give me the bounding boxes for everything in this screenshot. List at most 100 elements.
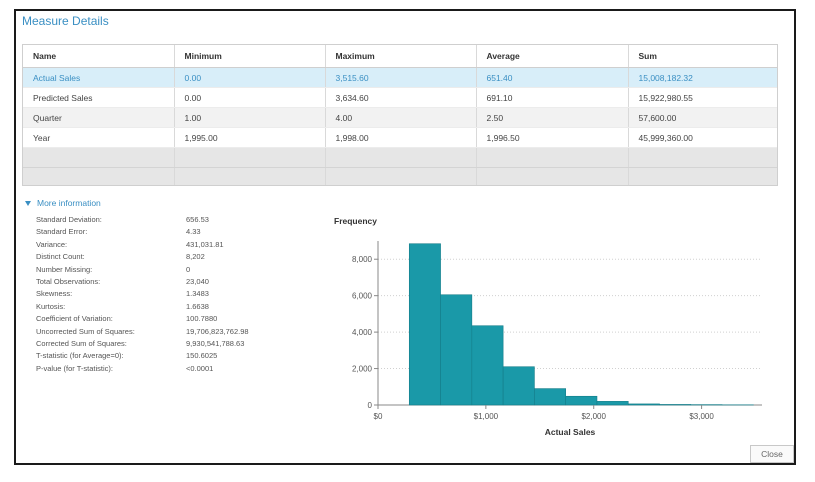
stat-value: 150.6025 — [186, 351, 218, 361]
stat-value: <0.0001 — [186, 363, 214, 373]
histogram-bar — [502, 366, 535, 406]
column-header-minimum[interactable]: Minimum — [174, 45, 326, 68]
stat-value: 23,040 — [186, 276, 209, 286]
histogram-chart: 0 2,000 4,000 6,000 8,000 $0 $1,000 $2,000 $3,00… — [352, 241, 762, 437]
stat-label: Standard Error: — [36, 227, 88, 237]
cell-average: 2.50 — [476, 107, 629, 128]
stat-row: Standard Error: 4.33 — [36, 226, 276, 238]
empty-row — [23, 147, 777, 168]
column-header-average[interactable]: Average — [476, 45, 629, 68]
histogram-bar — [408, 243, 441, 406]
stat-label: Skewness: — [36, 289, 73, 299]
stat-value: 8,202 — [186, 252, 205, 262]
table-row[interactable]: Quarter 1.00 4.00 2.50 57,600.00 — [23, 107, 777, 128]
histogram-bar — [440, 294, 473, 406]
dialog-title: Measure Details — [22, 14, 109, 28]
cell-name: Year — [23, 127, 175, 148]
stat-row: Kurtosis: 1.6638 — [36, 301, 276, 313]
stat-label: Kurtosis: — [36, 301, 66, 311]
y-tick-label: 4,000 — [352, 328, 373, 337]
stat-value: 100.7880 — [186, 314, 218, 324]
cell-sum: 45,999,360.00 — [628, 127, 777, 148]
stat-row: Standard Deviation: 656.53 — [36, 214, 276, 226]
table-row[interactable]: Year 1,995.00 1,998.00 1,996.50 45,999,3… — [23, 127, 777, 148]
stat-value: 656.53 — [186, 215, 209, 224]
y-tick-label: 6,000 — [352, 292, 373, 301]
cell-maximum: 4.00 — [325, 107, 477, 128]
stat-value: 1.3483 — [186, 289, 209, 299]
cell-sum: 15,922,980.55 — [628, 87, 777, 108]
cell-name: Quarter — [23, 107, 175, 128]
x-tick-label: $1,000 — [474, 412, 499, 421]
triangle-down-icon — [25, 201, 31, 207]
stat-row: Number Missing: 0 — [36, 264, 276, 276]
cell-minimum: 1,995.00 — [174, 127, 326, 148]
y-tick-label: 8,000 — [352, 255, 373, 264]
stat-row: Skewness: 1.3483 — [36, 288, 276, 300]
histogram-bar — [659, 404, 692, 406]
x-tick-label: $0 — [374, 412, 383, 421]
table-header-row: Name Minimum Maximum Average Sum — [23, 45, 777, 68]
histogram-bar — [627, 403, 660, 406]
cell-average: 1,996.50 — [476, 127, 629, 148]
stat-value: 1.6638 — [186, 301, 209, 311]
column-header-maximum[interactable]: Maximum — [325, 45, 477, 68]
cell-average: 651.40 — [476, 67, 629, 88]
stat-value: 431,031.81 — [186, 239, 224, 249]
stat-row: T-statistic (for Average=0): 150.6025 — [36, 350, 276, 362]
stat-label: Coefficient of Variation: — [36, 314, 113, 324]
table-row[interactable]: Actual Sales 0.00 3,515.60 651.40 15,008… — [23, 67, 777, 88]
stat-label: Total Observations: — [36, 276, 101, 286]
x-tick-label: $3,000 — [689, 412, 714, 421]
stat-row: Distinct Count: 8,202 — [36, 251, 276, 263]
cell-sum: 57,600.00 — [628, 107, 777, 128]
stat-label: Number Missing: — [36, 264, 93, 274]
cell-maximum: 3,634.60 — [325, 87, 477, 108]
column-header-sum[interactable]: Sum — [628, 45, 777, 68]
stat-label: P-value (for T-statistic): — [36, 363, 113, 373]
empty-row — [23, 167, 777, 185]
stat-row: Coefficient of Variation: 100.7880 — [36, 313, 276, 325]
stat-value: 0 — [186, 264, 191, 274]
stat-value: 19,706,823,762.98 — [186, 326, 249, 336]
stat-label: Standard Deviation: — [36, 215, 102, 224]
cell-sum: 15,008,182.32 — [628, 67, 777, 88]
cell-average: 691.10 — [476, 87, 629, 108]
cell-minimum: 0.00 — [174, 67, 326, 88]
stat-label: Uncorrected Sum of Squares: — [36, 326, 135, 336]
statistics-list: Standard Deviation: 656.53 Standard Error:… — [36, 214, 276, 375]
stat-label: Corrected Sum of Squares: — [36, 338, 127, 348]
stat-label: Distinct Count: — [36, 252, 85, 262]
stat-row: Uncorrected Sum of Squares: 19,706,823,76… — [36, 326, 276, 338]
stat-value: 4.33 — [186, 227, 201, 237]
histogram-bar — [471, 325, 504, 406]
measures-table: Name Minimum Maximum Average Sum Actual … — [22, 44, 778, 186]
histogram-bar — [565, 395, 598, 406]
histogram-bar — [534, 388, 566, 406]
cell-minimum: 1.00 — [174, 107, 326, 128]
cell-name: Actual Sales — [23, 67, 175, 88]
stat-row: P-value (for T-statistic): <0.0001 — [36, 363, 276, 375]
x-tick-label: $2,000 — [581, 412, 606, 421]
stat-label: Variance: — [36, 239, 68, 249]
cell-maximum: 3,515.60 — [325, 67, 477, 88]
measure-details-dialog: Measure Details Name Minimum Maximum Ave… — [14, 9, 796, 465]
close-button[interactable]: Close — [750, 445, 794, 463]
column-header-name[interactable]: Name — [23, 45, 175, 68]
stat-row: Corrected Sum of Squares: 9,930,541,788.6… — [36, 338, 276, 350]
stat-row: Variance: 431,031.81 — [36, 239, 276, 251]
chart-y-axis-title: Frequency — [334, 216, 377, 226]
histogram-bar — [596, 401, 629, 406]
cell-name: Predicted Sales — [23, 87, 175, 108]
cell-minimum: 0.00 — [174, 87, 326, 108]
more-information-label: More information — [37, 198, 101, 208]
more-information-toggle[interactable]: More information — [25, 198, 101, 208]
x-axis-title: Actual Sales — [545, 427, 596, 437]
table-row[interactable]: Predicted Sales 0.00 3,634.60 691.10 15,… — [23, 87, 777, 108]
stat-label: T-statistic (for Average=0): — [36, 351, 124, 361]
y-tick-label: 0 — [368, 401, 373, 410]
cell-maximum: 1,998.00 — [325, 127, 477, 148]
stat-value: 9,930,541,788.63 — [186, 338, 245, 348]
y-tick-label: 2,000 — [352, 365, 373, 374]
stat-row: Total Observations: 23,040 — [36, 276, 276, 288]
